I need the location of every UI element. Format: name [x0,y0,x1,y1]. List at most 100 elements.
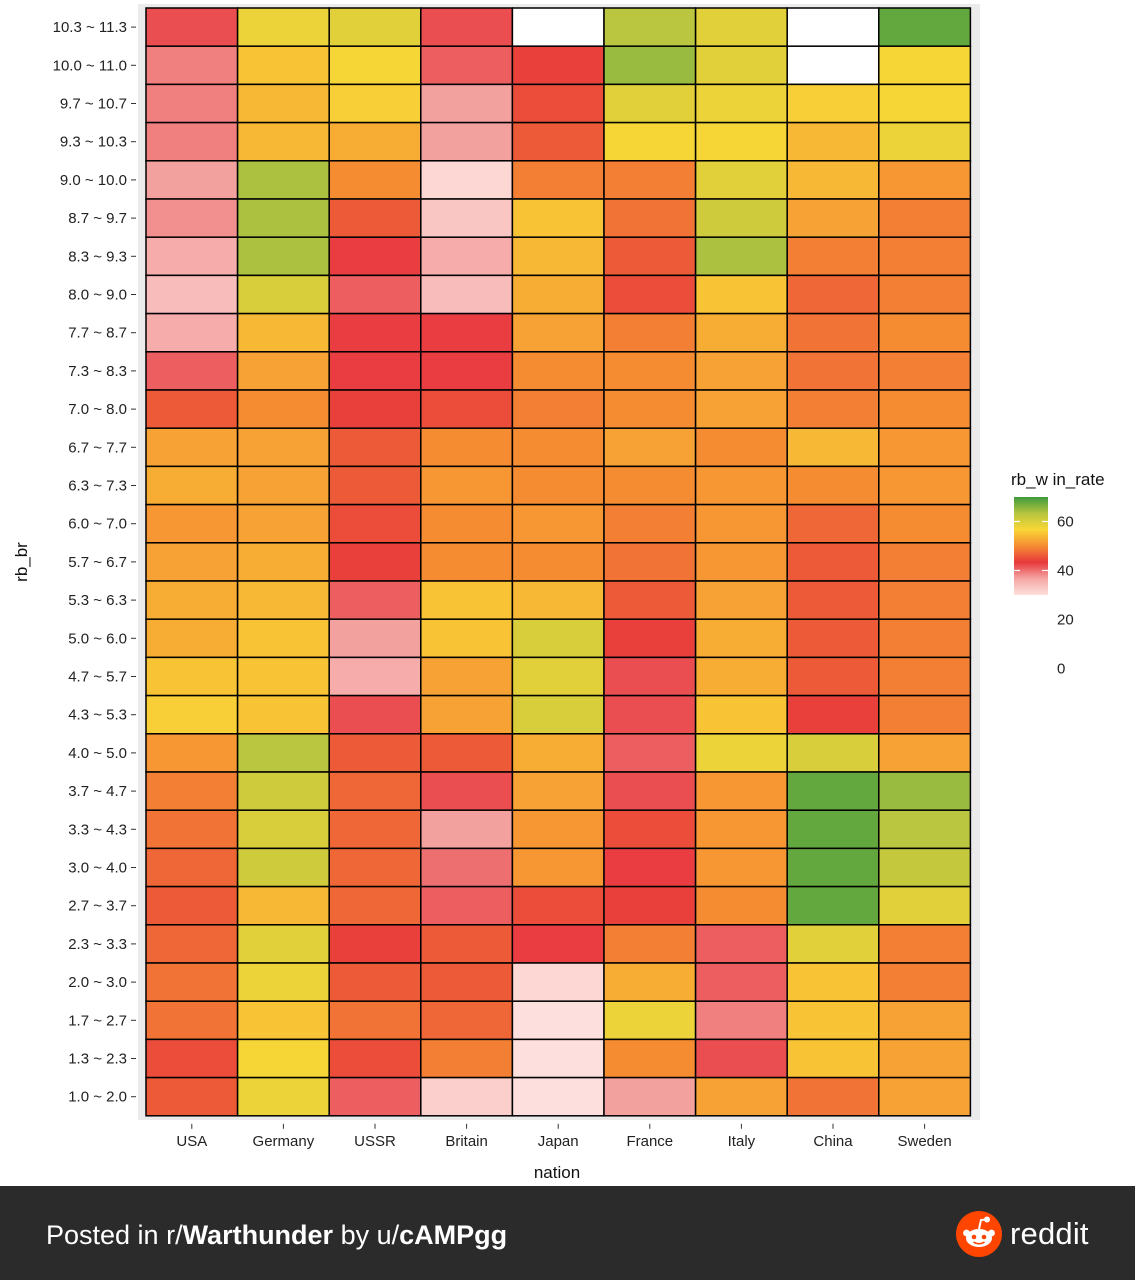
heatmap-cell [786,312,880,353]
heatmap-cell [511,83,605,124]
heatmap-cell [786,160,880,200]
heatmap-cell [236,45,330,86]
heatmap-cell [511,465,605,506]
heatmap-cell [878,83,972,124]
heatmap-cell [420,542,514,582]
heatmap-cell [328,427,422,468]
heatmap-cell [878,236,972,277]
heatmap-cell [236,503,330,544]
heatmap-cell [878,427,972,468]
heatmap-cell [236,656,330,697]
heatmap-cell [145,45,239,86]
heatmap-cell [694,656,788,697]
heatmap-cell [694,427,788,468]
user-link[interactable]: cAMPgg [399,1220,508,1250]
heatmap-cell [511,580,605,620]
heatmap-cell [511,121,605,162]
heatmap-cell [694,618,788,659]
heatmap-cell [878,389,972,429]
y-tick-label: 3.0 ~ 4.0 [68,860,127,877]
heatmap-cell [786,1038,880,1079]
heatmap-cell [694,7,788,47]
y-tick-label: 9.3 ~ 10.3 [60,134,127,151]
y-axis-title: rb_br [12,542,31,582]
x-tick-label: France [626,1133,673,1150]
footer-mid: by u/ [333,1220,400,1250]
heatmap-cell [603,694,697,735]
heatmap-cell [145,962,239,1002]
heatmap-cell [328,7,422,47]
heatmap-cell [878,503,972,544]
heatmap-cell [236,771,330,811]
heatmap-cell [694,351,788,391]
legend-tick-label: 20 [1057,612,1074,629]
heatmap-cell [236,885,330,926]
heatmap-cell [420,83,514,124]
heatmap-cell [236,1076,330,1117]
heatmap-cell [420,656,514,697]
heatmap-cell [878,121,972,162]
heatmap-cell [786,121,880,162]
heatmap-cell [328,1000,422,1041]
subreddit-link[interactable]: Warthunder [182,1220,334,1250]
y-tick-label: 4.0 ~ 5.0 [68,745,127,762]
y-tick-label: 2.3 ~ 3.3 [68,936,127,953]
footer-prefix: Posted in r/ [46,1220,183,1250]
heatmap-cell [328,198,422,238]
heatmap-cell [603,885,697,926]
y-tick-label: 8.0 ~ 9.0 [68,287,127,304]
heatmap-cell [420,733,514,773]
heatmap-cell [694,847,788,888]
heatmap-cell [511,389,605,429]
heatmap-cell [328,580,422,620]
heatmap-cell [145,656,239,697]
heatmap-cell [511,427,605,468]
heatmap-cell [328,160,422,200]
y-tick-label: 1.7 ~ 2.7 [68,1012,127,1029]
heatmap-cell [878,733,972,773]
heatmap-cell [511,274,605,315]
y-tick-label: 2.0 ~ 3.0 [68,974,127,991]
heatmap-cell [236,198,330,238]
heatmap-cell [786,656,880,697]
heatmap-cell [420,7,514,47]
heatmap-cell [878,771,972,811]
heatmap-cell [145,542,239,582]
heatmap-cell [786,733,880,773]
x-axis-title: nation [534,1163,580,1182]
heatmap-cell [328,962,422,1002]
heatmap-cell [236,1038,330,1079]
heatmap-cell [145,236,239,277]
heatmap-cell [236,542,330,582]
heatmap-cell [420,694,514,735]
heatmap-cell [786,694,880,735]
heatmap-cell [236,465,330,506]
heatmap-cell [694,885,788,926]
y-tick-label: 10.3 ~ 11.3 [53,19,127,36]
x-tick-label: Italy [728,1133,756,1150]
heatmap-cell [236,351,330,391]
heatmap-cell [878,1076,972,1117]
heatmap-cell [145,274,239,315]
heatmap-cell [878,160,972,200]
heatmap-cell [328,924,422,964]
heatmap-cell [145,580,239,620]
heatmap-cell [420,924,514,964]
x-tick-label: Britain [445,1133,488,1150]
x-tick-label: USA [176,1133,207,1150]
heatmap-cell [145,694,239,735]
heatmap-cell [145,7,239,47]
heatmap-cell [145,503,239,544]
heatmap-cell [603,160,697,200]
heatmap-cell [511,809,605,850]
heatmap-cell [145,389,239,429]
heatmap-cell [420,351,514,391]
heatmap-cell [603,465,697,506]
heatmap-cell [786,351,880,391]
heatmap-cell [603,198,697,238]
heatmap-cell [878,45,972,86]
heatmap-cell [786,771,880,811]
heatmap-cell [878,580,972,620]
heatmap-cell [145,924,239,964]
heatmap-cell [236,274,330,315]
